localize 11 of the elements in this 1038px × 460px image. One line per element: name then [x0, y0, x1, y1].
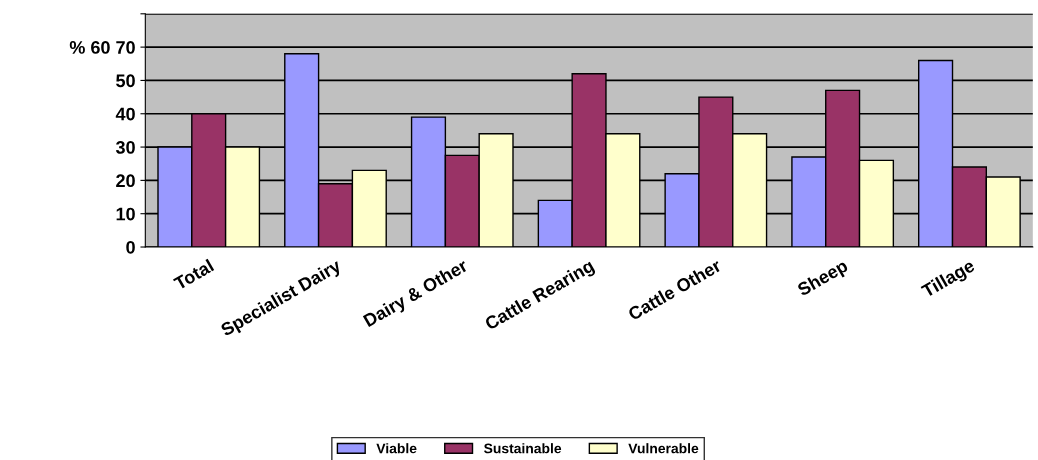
- y-tick-label: 10: [116, 207, 135, 221]
- x-tick-label: Total: [172, 258, 215, 291]
- y-tick-label: 50: [116, 74, 135, 88]
- legend-label: Viable: [376, 443, 417, 454]
- legend-label: Sustainable: [484, 443, 562, 454]
- y-tick-label: 30: [115, 141, 135, 154]
- legend-label: Vulnerable: [628, 443, 699, 454]
- y-tick-label: 40: [115, 107, 135, 121]
- y-tick-label: 20: [116, 174, 135, 188]
- y-tick-label: 0: [126, 240, 135, 254]
- y-tick-label: % 60 70: [69, 41, 135, 54]
